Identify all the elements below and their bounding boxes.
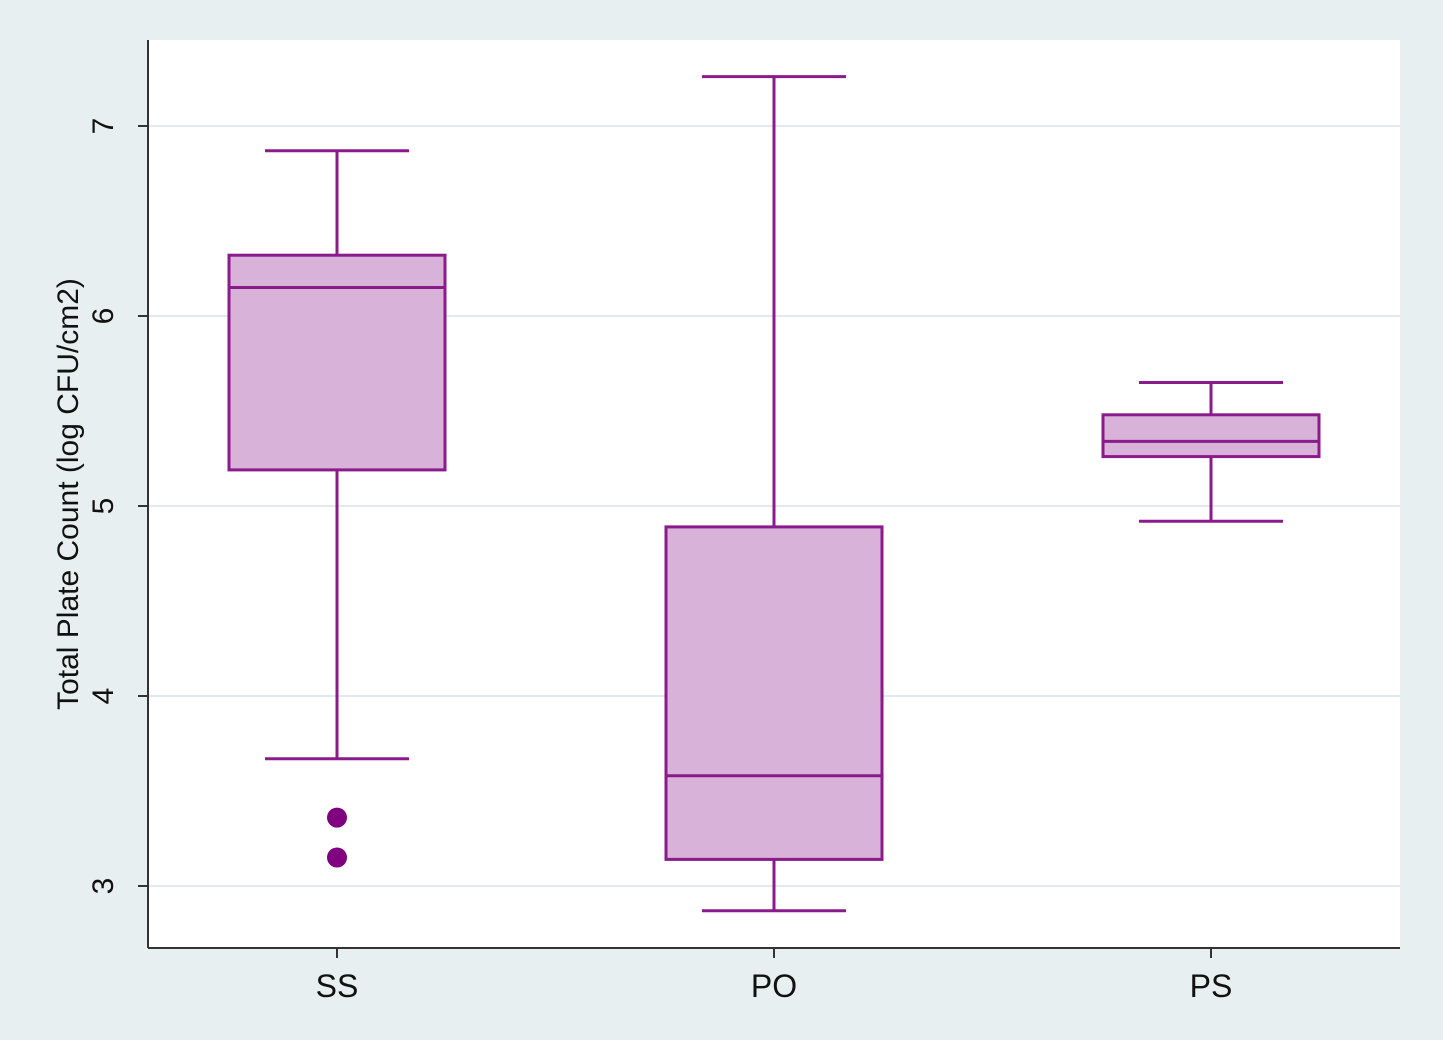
box-po: [664, 75, 884, 913]
box-ps: [1101, 381, 1321, 523]
x-tick-label: PS: [1190, 968, 1233, 1004]
y-axis-label: Total Plate Count (log CFU/cm2): [52, 278, 85, 710]
box-ss: [227, 149, 447, 868]
y-tick-label: 7: [87, 118, 120, 135]
iqr-box: [227, 253, 447, 472]
outlier-point: [327, 847, 347, 868]
y-tick-label: 6: [87, 308, 120, 325]
x-tick-label: SS: [316, 968, 359, 1004]
outlier-point: [327, 807, 347, 828]
y-ticks: 3 4 5 6 7: [87, 118, 148, 895]
x-tick-label: PO: [751, 968, 797, 1004]
boxes: [227, 75, 1321, 913]
y-tick-label: 5: [87, 498, 120, 515]
iqr-box: [664, 525, 884, 861]
y-tick-label: 4: [87, 688, 120, 705]
x-ticks: SS PO PS: [316, 948, 1233, 1004]
iqr-box: [1101, 413, 1321, 459]
y-tick-label: 3: [87, 878, 120, 895]
